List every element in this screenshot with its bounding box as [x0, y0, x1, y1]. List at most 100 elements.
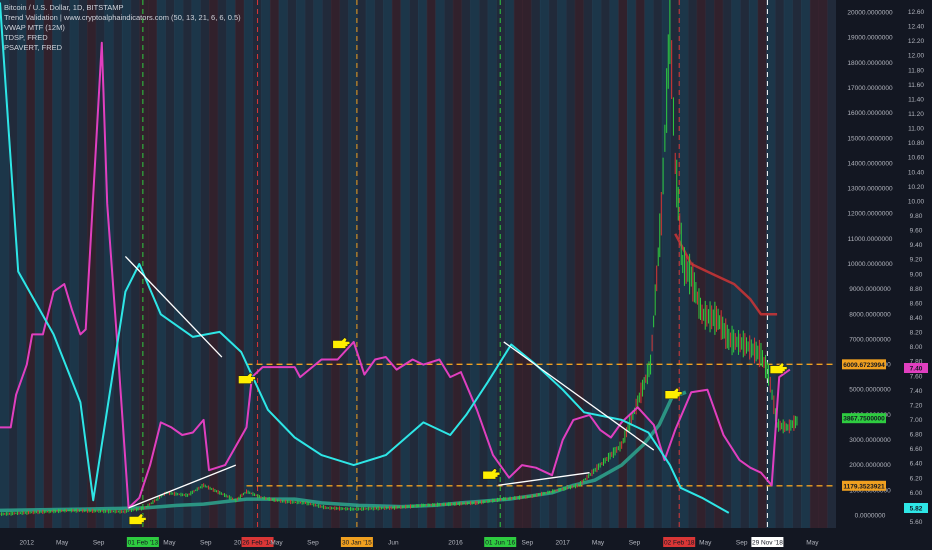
price-tick-label: 0.0000000 — [855, 512, 886, 519]
indicator-tdsp[interactable]: TDSP, FRED — [4, 33, 48, 42]
date-badge — [663, 537, 696, 547]
pointing-hand-icon — [332, 337, 351, 349]
background-stripe — [644, 0, 654, 528]
background-stripe — [470, 0, 480, 528]
date-badge-label: 01 Jun '16 — [485, 540, 515, 547]
indicator-vwap[interactable]: VWAP MTF (12M) — [4, 23, 65, 32]
price-tick-label: 17000.0000000 — [847, 85, 893, 92]
date-badge — [484, 537, 517, 547]
background-stripe — [34, 0, 45, 528]
price-tick-label: 7000.0000000 — [849, 336, 891, 343]
background-stripe — [522, 0, 532, 528]
ratio-tick-label: 11.60 — [908, 82, 924, 89]
psavert-line — [0, 41, 791, 509]
time-tick-label: 2017 — [555, 540, 570, 547]
axis-panel — [836, 0, 932, 550]
background-stripe — [748, 0, 759, 528]
background-stripe — [148, 0, 158, 528]
background-stripe — [775, 0, 785, 528]
background-stripe — [113, 0, 123, 528]
ratio-tick-label: 12.40 — [908, 24, 925, 31]
price-tick-label: 3000.0000000 — [849, 437, 891, 444]
background-stripe — [783, 0, 793, 528]
price-tick-label: 5000.0000000 — [849, 387, 891, 394]
ratio-tick-label: 7.00 — [910, 417, 923, 424]
background-stripe — [17, 0, 27, 528]
background-stripe — [200, 0, 210, 528]
ratio-badge — [904, 503, 928, 513]
price-badge-label: 6009.6723994 — [843, 362, 885, 369]
ratio-tick-label: 6.80 — [910, 432, 923, 439]
indicator-trend-validation[interactable]: Trend Validation | www.cryptoalphaindica… — [4, 13, 241, 22]
time-tick-label: May — [592, 540, 605, 547]
background-stripe — [391, 0, 402, 528]
price-tick-label: 2000.0000000 — [849, 462, 891, 469]
background-stripe — [304, 0, 314, 528]
background-stripe — [487, 0, 497, 528]
stripe-layer — [0, 0, 837, 528]
time-tick-label: Jun — [388, 540, 399, 547]
price-badge — [842, 480, 886, 491]
ratio-tick-label: 11.80 — [908, 67, 924, 74]
date-badge-label: 02 Feb '18 — [664, 540, 695, 547]
background-stripe — [235, 0, 245, 528]
ratio-tick-label: 6.00 — [910, 490, 923, 497]
ratio-tick-label: 9.00 — [910, 271, 923, 278]
background-stripe — [95, 0, 105, 528]
ratio-tick-label: 12.00 — [908, 53, 925, 60]
background-stripe — [809, 0, 820, 528]
time-tick-label: Sep — [307, 540, 319, 547]
pointing-hand-icon — [482, 467, 501, 480]
background-stripe — [243, 0, 254, 528]
background-stripe — [827, 0, 837, 528]
indicator-psavert[interactable]: PSAVERT, FRED — [4, 43, 63, 52]
date-badge-label: 01 Feb '13 — [128, 540, 159, 547]
background-stripe — [87, 0, 97, 528]
pointing-hand-icon — [769, 362, 788, 374]
background-stripe — [278, 0, 288, 528]
time-tick-label: Sep — [736, 540, 748, 547]
price-tick-label: 1000.0000000 — [849, 487, 891, 494]
ratio-tick-label: 7.20 — [910, 402, 923, 409]
price-badge-label: 1179.3523921 — [843, 483, 885, 490]
background-stripe — [52, 0, 62, 528]
background-stripe — [165, 0, 175, 528]
background-stripe — [43, 0, 53, 528]
price-tick-label: 19000.0000000 — [847, 35, 893, 42]
background-stripe — [740, 0, 750, 528]
time-tick-label: 2012 — [20, 540, 35, 547]
background-stripe — [182, 0, 193, 528]
background-stripe — [209, 0, 219, 528]
ratio-tick-label: 12.20 — [908, 38, 925, 45]
background-stripe — [705, 0, 715, 528]
pointing-hand-icon — [664, 387, 683, 400]
price-badge — [842, 359, 886, 370]
time-tick-label: 2016 — [448, 540, 463, 547]
date-badge — [241, 537, 274, 547]
price-tick-label: 20000.0000000 — [847, 10, 893, 17]
pointing-hand-icon — [128, 513, 147, 525]
background-stripe — [409, 0, 419, 528]
background-stripe — [313, 0, 323, 528]
price-tick-label: 16000.0000000 — [847, 110, 893, 117]
price-tick-label: 12000.0000000 — [847, 211, 893, 218]
background-stripe — [731, 0, 741, 528]
price-tick-label: 13000.0000000 — [847, 186, 893, 193]
background-stripe — [496, 0, 506, 528]
background-stripe — [226, 0, 236, 528]
price-tick-label: 11000.0000000 — [848, 236, 893, 243]
time-tick-label: Sep — [200, 540, 212, 547]
background-stripe — [714, 0, 724, 528]
background-stripe — [661, 0, 672, 528]
background-stripe — [156, 0, 166, 528]
background-stripe — [269, 0, 280, 528]
ratio-tick-label: 9.20 — [910, 257, 923, 264]
price-tick-label: 10000.0000000 — [847, 261, 893, 268]
date-badge — [751, 537, 784, 547]
background-stripe — [574, 0, 584, 528]
ratio-tick-label: 11.00 — [908, 126, 924, 133]
symbol-title[interactable]: Bitcoin / U.S. Dollar, 1D, BITSTAMP — [4, 3, 124, 12]
ratio-tick-label: 10.40 — [908, 169, 925, 176]
background-stripe — [696, 0, 706, 528]
